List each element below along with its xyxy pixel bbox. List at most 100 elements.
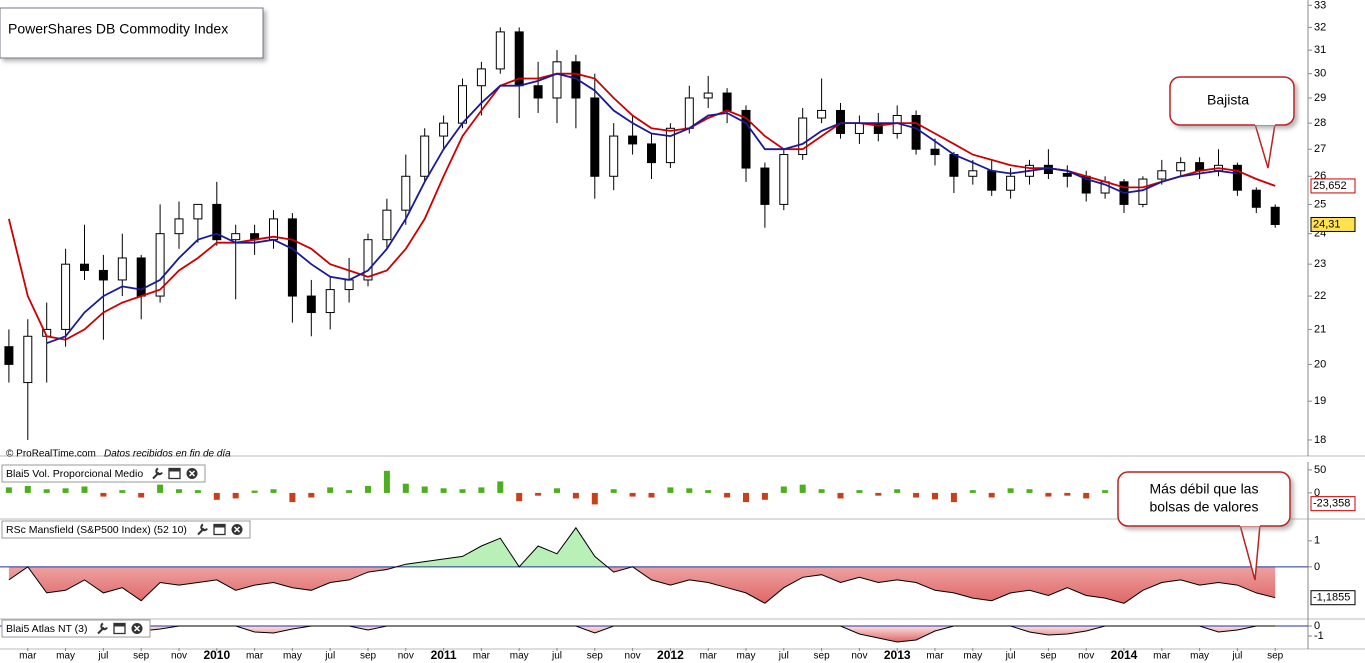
x-tick-label: nov	[1078, 651, 1094, 662]
indicator-title: RSc Mansfield (S&P500 Index) (52 10)	[6, 524, 187, 536]
close-x[interactable]	[233, 526, 241, 533]
candle-body	[495, 31, 505, 70]
bar	[610, 489, 617, 493]
current-value-box	[1310, 216, 1356, 232]
y-tick-label: 32	[1314, 21, 1326, 33]
callout: Más débil que las bolsas de valores	[1117, 471, 1291, 581]
bar	[554, 488, 560, 493]
bar	[535, 492, 542, 496]
x-tick-label: may	[737, 651, 756, 662]
bar	[5, 487, 12, 493]
candle-body	[193, 203, 203, 220]
wrench[interactable]	[97, 622, 108, 635]
bar	[1007, 488, 1014, 493]
callout-box	[1169, 76, 1295, 126]
bar	[856, 490, 863, 493]
settings-icon[interactable]	[152, 467, 163, 480]
indicator-header-frame	[1, 520, 251, 539]
settings-icon[interactable]	[97, 622, 108, 635]
x-tick-label: mar	[19, 651, 37, 662]
x-tick-label: nov	[851, 651, 867, 662]
current-value-label: 25,652	[1313, 180, 1347, 192]
candle-body	[1232, 164, 1242, 191]
moving-average-line	[46, 72, 1238, 345]
y-tick-label: 27	[1314, 143, 1326, 155]
current-value-tag: -23,358	[1310, 496, 1356, 512]
title-frame	[0, 7, 264, 59]
candle-body	[287, 218, 297, 297]
indicator-title: Blai5 Vol. Proporcional Medio	[6, 468, 143, 480]
y-tick-label: 22	[1314, 290, 1326, 302]
candle-body	[98, 269, 108, 281]
candle-body	[1270, 206, 1280, 225]
candle-body	[344, 279, 354, 291]
candle-body	[836, 109, 845, 134]
close-x[interactable]	[188, 470, 196, 477]
bar	[346, 490, 353, 493]
current-value-box	[1310, 496, 1356, 512]
candle-body	[382, 209, 392, 241]
annotation: Bajista	[1207, 92, 1249, 108]
x-tick-label: may	[963, 651, 982, 662]
close-icon[interactable]	[131, 623, 143, 634]
window-bar[interactable]	[214, 524, 225, 528]
x-tick-label: may	[510, 651, 529, 662]
bar	[289, 492, 296, 503]
bar	[1026, 489, 1033, 493]
close-x[interactable]	[133, 625, 141, 632]
window-bar[interactable]	[169, 468, 180, 472]
wrench[interactable]	[152, 467, 163, 480]
bar	[270, 489, 277, 493]
x-tick-label: 2013	[884, 648, 911, 662]
callout-pointer	[1239, 524, 1261, 581]
window-bar[interactable]	[114, 623, 125, 627]
y-tick-label: 28	[1314, 117, 1326, 129]
candle-body	[325, 289, 335, 314]
bar	[572, 492, 579, 499]
close-icon[interactable]	[231, 524, 243, 535]
candle-body	[23, 335, 33, 384]
window-icon[interactable]	[168, 467, 181, 480]
bar	[478, 487, 485, 493]
y-tick-label: 20	[1314, 358, 1326, 370]
candle-body	[1251, 189, 1261, 208]
close-icon[interactable]	[186, 468, 198, 479]
x-tick-label: mar	[700, 651, 718, 662]
y-tick-label: 25	[1314, 198, 1326, 210]
candle-body	[533, 85, 543, 99]
bar	[497, 481, 504, 493]
bar	[232, 492, 239, 499]
annotation: bolsas de valores	[1150, 499, 1259, 515]
bar	[308, 492, 315, 498]
window-icon[interactable]	[113, 622, 126, 635]
source: © ProRealTime.com	[6, 449, 96, 460]
x-tick-label: 2010	[203, 648, 230, 662]
settings-icon[interactable]	[197, 523, 208, 536]
candle-body	[80, 263, 89, 271]
current-value-box	[1310, 590, 1356, 606]
bar	[1083, 492, 1090, 499]
bar	[516, 492, 523, 502]
bar	[932, 492, 938, 500]
indicator-header: Blai5 Vol. Proporcional Medio	[1, 464, 206, 483]
candle-body	[1157, 170, 1167, 180]
bar	[799, 484, 806, 493]
bar	[724, 492, 731, 498]
wrench[interactable]	[197, 523, 208, 536]
y-tick-label: 1	[1314, 535, 1320, 547]
candle-body	[647, 143, 656, 164]
bar	[24, 486, 31, 493]
candle-body	[552, 61, 562, 99]
candle-body	[363, 239, 373, 281]
candle-body	[760, 167, 770, 205]
candle-body	[1138, 178, 1148, 205]
bar	[705, 490, 712, 493]
bar	[62, 488, 69, 493]
candle-body	[1176, 162, 1186, 172]
source-note: Datos recibidos en fin de día	[104, 449, 231, 460]
bar	[686, 488, 693, 493]
window-icon[interactable]	[213, 523, 226, 536]
